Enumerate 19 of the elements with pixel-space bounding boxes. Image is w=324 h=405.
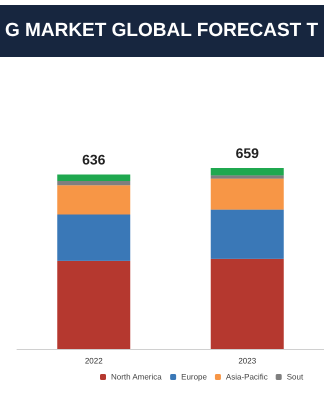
- bar: [210, 178, 284, 210]
- bar: [57, 260, 130, 349]
- x-tick-label: 2022: [84, 356, 104, 366]
- bar: [57, 181, 130, 186]
- text: 659: [236, 145, 260, 161]
- legend-label: Europe: [181, 372, 208, 382]
- legend-label: Sout: [286, 372, 304, 382]
- bar: [210, 168, 284, 176]
- x-tick-label: 2023: [238, 356, 257, 366]
- bar: [210, 175, 284, 179]
- legend-label: Asia-Pacific: [226, 372, 268, 382]
- bar: [57, 214, 130, 261]
- chart-title: G MARKET GLOBAL FORECAST T: [5, 20, 319, 41]
- legend-label: North America: [111, 372, 162, 382]
- bar: [210, 210, 284, 259]
- text: 636: [82, 152, 106, 168]
- bar: [57, 174, 130, 182]
- bar: [57, 185, 130, 215]
- bar: [210, 258, 284, 349]
